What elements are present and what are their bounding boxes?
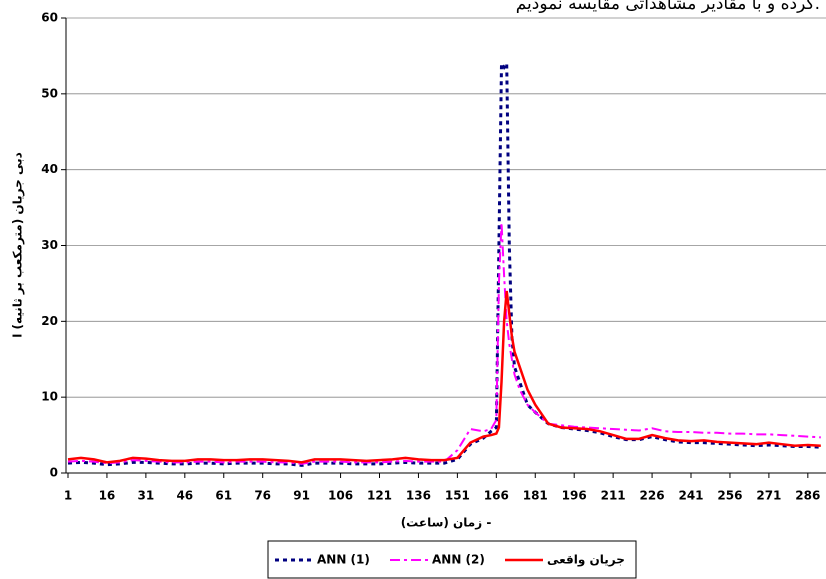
- x-axis-label: زمان (ساعت) -: [401, 516, 492, 530]
- x-tick-label: 16: [99, 489, 116, 503]
- x-tick-label: 1: [64, 489, 72, 503]
- x-tick-label: 76: [254, 489, 271, 503]
- x-tick-label: 136: [406, 489, 431, 503]
- x-tick-label: 121: [367, 489, 392, 503]
- x-tick-label: 31: [138, 489, 155, 503]
- y-tick-label: 0: [50, 466, 58, 480]
- y-tick-label: 40: [41, 162, 58, 176]
- x-tick-label: 271: [756, 489, 781, 503]
- x-tick-label: 286: [795, 489, 820, 503]
- x-tick-label: 196: [562, 489, 587, 503]
- y-tick-label: 20: [41, 314, 58, 328]
- x-tick-label: 61: [215, 489, 232, 503]
- legend-label: ANN (2): [432, 553, 485, 567]
- y-tick-label: 60: [41, 11, 58, 25]
- x-tick-label: 91: [293, 489, 310, 503]
- legend-label: جریان واقعی: [547, 553, 625, 568]
- x-tick-label: 106: [328, 489, 353, 503]
- series-line: [67, 222, 821, 465]
- annotation: کرده و با مقادیر مشاهداتی مقایسه نمودیم.: [516, 0, 820, 14]
- y-axis-label: دبی جریان (مترمکعب بر ثانیه) ا: [11, 152, 25, 337]
- x-tick-label: 151: [445, 489, 470, 503]
- x-tick-label: 166: [484, 489, 509, 503]
- x-tick-label: 226: [640, 489, 665, 503]
- x-tick-label: 241: [678, 489, 703, 503]
- y-tick-label: 30: [41, 238, 58, 252]
- y-tick-label: 10: [41, 390, 58, 404]
- x-tick-label: 46: [176, 489, 193, 503]
- series-line: [67, 58, 821, 467]
- y-tick-label: 50: [41, 86, 58, 100]
- series-line: [67, 290, 821, 464]
- x-tick-label: 181: [523, 489, 548, 503]
- x-tick-label: 256: [717, 489, 742, 503]
- legend-label: ANN (1): [317, 553, 370, 567]
- legend-box: [267, 540, 637, 579]
- x-tick-label: 211: [601, 489, 626, 503]
